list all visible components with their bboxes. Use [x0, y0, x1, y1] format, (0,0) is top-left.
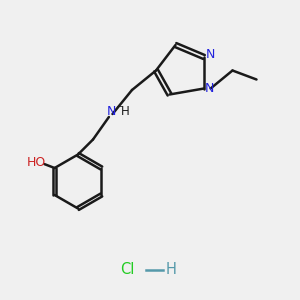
Text: N: N: [205, 48, 215, 61]
Text: N: N: [107, 105, 117, 118]
Text: H: H: [166, 262, 176, 278]
Text: HO: HO: [26, 156, 46, 169]
Text: H: H: [121, 105, 130, 118]
Text: Cl: Cl: [120, 262, 135, 278]
Text: N: N: [205, 82, 214, 95]
Text: −: −: [116, 101, 123, 110]
